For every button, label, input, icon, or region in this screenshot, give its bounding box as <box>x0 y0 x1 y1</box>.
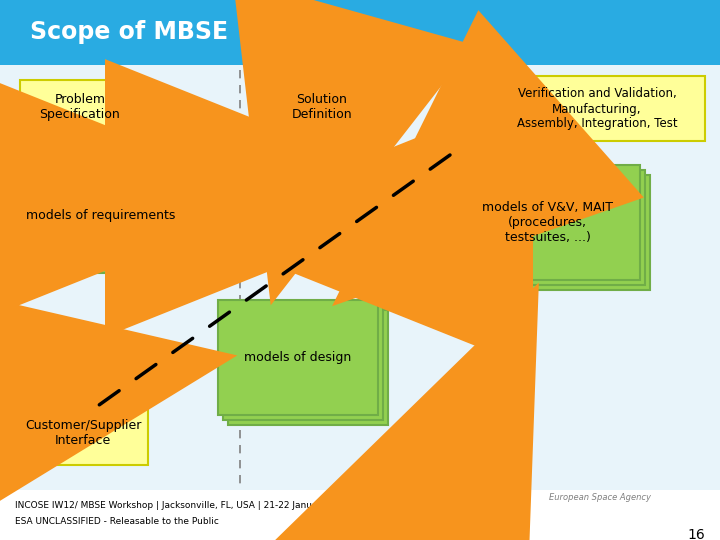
Bar <box>18 400 148 465</box>
Bar <box>490 76 705 141</box>
Bar <box>465 175 650 290</box>
Text: models of design: models of design <box>244 351 351 364</box>
Bar <box>455 165 640 280</box>
Text: Customer/Supplier
Interface: Customer/Supplier Interface <box>24 419 141 447</box>
Text: Verification and Validation,
Manufacturing,
Assembly, Integration, Test: Verification and Validation, Manufacturi… <box>517 87 678 131</box>
Bar <box>0 0 720 65</box>
Bar <box>223 305 383 420</box>
Bar <box>228 310 388 425</box>
Text: Solution
Definition: Solution Definition <box>292 93 352 121</box>
Text: 16: 16 <box>688 528 705 540</box>
Text: Problem
Specification: Problem Specification <box>40 93 120 121</box>
Text: ESA UNCLASSIFIED - Releasable to the Public: ESA UNCLASSIFIED - Releasable to the Pub… <box>15 517 219 526</box>
Bar <box>270 80 375 135</box>
Bar <box>20 80 140 135</box>
Bar <box>18 168 183 263</box>
Bar <box>0 65 720 495</box>
Text: models of V&V, MAIT
(procedures,
testsuites, ...): models of V&V, MAIT (procedures, testsui… <box>482 201 613 244</box>
Bar <box>28 178 193 273</box>
Text: Scope of MBSE: Scope of MBSE <box>30 20 228 44</box>
Bar <box>460 170 645 285</box>
Bar <box>218 300 378 415</box>
Bar <box>0 490 720 540</box>
Text: INCOSE IW12/ MBSE Workshop | Jacksonville, FL, USA | 21-22 January 2012: INCOSE IW12/ MBSE Workshop | Jacksonvill… <box>15 501 352 510</box>
Text: European Space Agency: European Space Agency <box>549 494 651 503</box>
Bar <box>23 173 188 268</box>
Text: models of requirements: models of requirements <box>26 209 175 222</box>
